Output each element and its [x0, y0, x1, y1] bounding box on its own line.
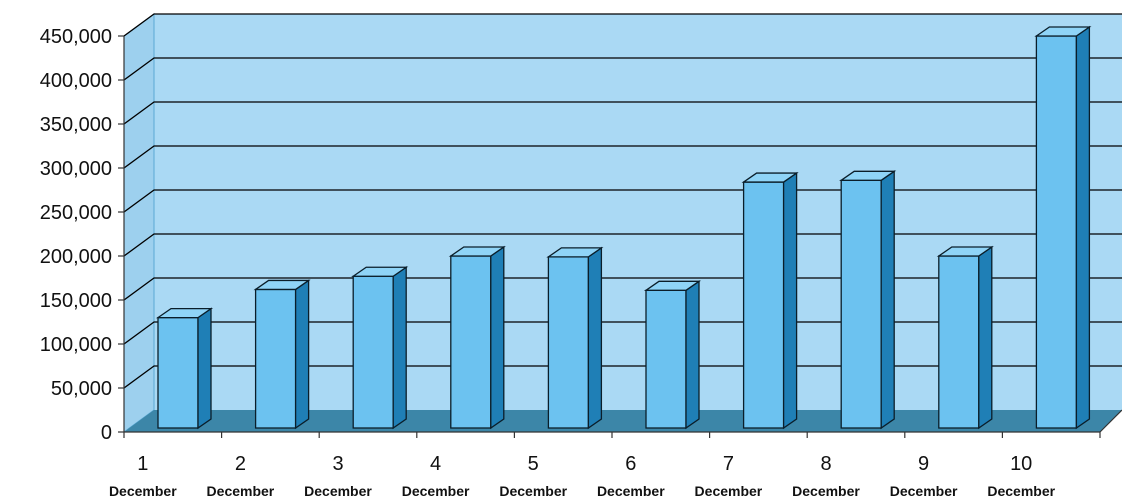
bar-top [1034, 26, 1092, 37]
y-tick-label: 450,000 [40, 26, 112, 48]
bar-top [546, 247, 604, 258]
y-tick-label: 400,000 [40, 70, 112, 92]
x-tick-label-month: December [987, 483, 1055, 499]
gridline [123, 101, 1122, 125]
bar-front [547, 256, 590, 429]
y-tick-label: 50,000 [51, 378, 112, 400]
bar-front [157, 316, 199, 429]
y-tick-label: 0 [101, 422, 112, 444]
x-tick-label-month: December [207, 483, 275, 499]
x-tick-label-month: December [792, 483, 860, 499]
x-tick-label-month: December [402, 483, 470, 499]
bar-front [254, 288, 297, 429]
bar-front [938, 255, 980, 429]
bar-side [880, 170, 895, 430]
x-tick-label-day: 3 [332, 453, 343, 475]
bar [643, 280, 702, 430]
bar [253, 279, 311, 430]
bar [448, 245, 506, 430]
gridline [123, 321, 1122, 345]
y-tick-label: 100,000 [40, 334, 112, 356]
bar [1034, 25, 1092, 430]
bar [741, 171, 799, 430]
x-axis-depth-line [1099, 409, 1122, 433]
bar-front [645, 289, 687, 429]
x-tick-label-day: 10 [1010, 453, 1032, 475]
x-tick-label-day: 7 [723, 453, 734, 475]
gridlines [123, 13, 1122, 389]
x-tick-label-month: December [499, 483, 567, 499]
bar-side [392, 265, 407, 430]
x-tick-label-day: 9 [918, 453, 929, 475]
bar [351, 265, 409, 430]
x-tick-label-month: December [304, 483, 372, 499]
gridline [123, 189, 1122, 213]
bar-top [643, 280, 702, 291]
x-tick-label-day: 8 [820, 453, 831, 475]
bar-side [294, 279, 310, 430]
x-tick-label-month: December [695, 483, 763, 499]
gridline [123, 13, 1122, 37]
y-tick-label: 350,000 [40, 114, 112, 136]
x-tick-label-day: 1 [137, 453, 148, 475]
y-tick-label: 200,000 [40, 246, 112, 268]
gridline [123, 145, 1122, 169]
bar-side [587, 246, 603, 430]
bar-top [448, 246, 506, 257]
bar-top [936, 246, 994, 257]
gridline [123, 57, 1122, 81]
gridline [123, 233, 1122, 257]
bar-front [840, 179, 882, 429]
x-tick-label-month: December [597, 483, 665, 499]
bar-front [450, 255, 492, 429]
x-tick-label-day: 5 [528, 453, 539, 475]
bar-series [155, 25, 1092, 430]
y-tick-label: 250,000 [40, 202, 112, 224]
bar-side [978, 245, 993, 430]
bar-side [490, 245, 505, 430]
x-tick-label-day: 4 [430, 453, 441, 475]
bar [546, 246, 604, 430]
bar-side [1075, 25, 1091, 430]
x-tick-label-month: December [109, 483, 177, 499]
bar-top [351, 266, 409, 277]
bar-side [685, 280, 700, 430]
x-axis: 1 December 2 December 3 December 4 December 5 Dec… [109, 409, 1122, 499]
x-tick-label-day: 2 [235, 453, 246, 475]
gridline [123, 365, 1122, 389]
bar-front [742, 181, 785, 429]
y-tick-label: 150,000 [40, 290, 112, 312]
x-tick-label-day: 6 [625, 453, 636, 475]
y-axis: 0 50,000 100,000 150,000 200,000 250,000 300,0… [40, 26, 125, 444]
bar [839, 170, 897, 430]
bar [155, 307, 214, 430]
bar-top [155, 307, 214, 319]
bar-top [839, 170, 897, 181]
bar-side [782, 171, 798, 430]
bar-front [1035, 35, 1078, 429]
gridline [123, 277, 1122, 301]
bar-top [253, 279, 311, 291]
bar-side [197, 307, 212, 430]
bar [936, 245, 994, 430]
x-tick-label-month: December [890, 483, 958, 499]
bar-top [741, 172, 799, 183]
y-tick-label: 300,000 [40, 158, 112, 180]
bar-front [352, 275, 394, 429]
